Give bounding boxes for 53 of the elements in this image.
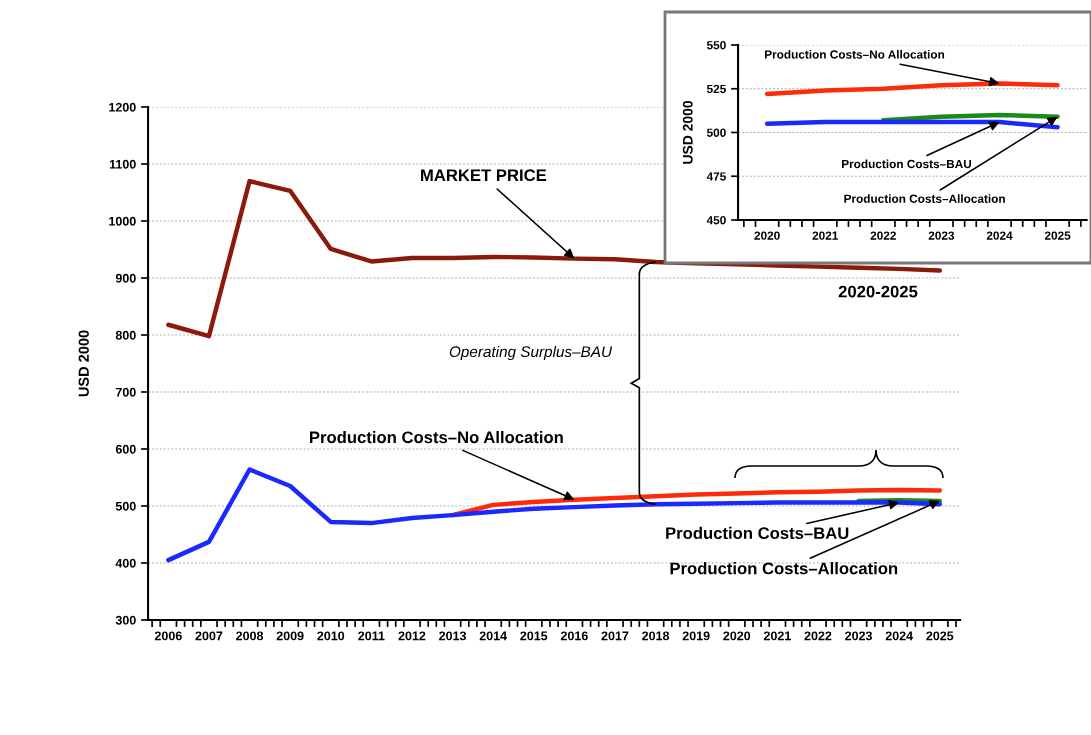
x-tick-label: 2015 [520,631,548,641]
line-series [166,467,942,563]
y-tick-label: 900 [115,273,136,283]
y-tick-label: 1100 [109,159,136,169]
y-tick-label: 300 [115,615,136,625]
annotation: Production Costs–Allocation [670,562,898,575]
y-tick-label: 550 [706,41,726,50]
x-tick-label: 2022 [804,631,832,641]
annotation: 2020-2025 [838,285,918,298]
x-tick-label: 2012 [398,631,426,641]
x-tick-label: 2023 [845,631,873,641]
x-tick-label: 2025 [926,631,954,641]
x-tick-label: 2020 [723,631,751,641]
x-tick-label: 2009 [276,631,304,641]
annotation: Production Costs–BAU [842,159,972,169]
x-tick-label: 2006 [154,631,182,641]
y-tick-label: 475 [706,172,726,181]
y-axis-title: USD 2000 [682,101,693,164]
x-tick-label: 2007 [195,631,223,641]
y-tick-label: 600 [115,444,136,454]
x-tick-label: 2024 [986,231,1013,240]
x-tick-label: 2013 [439,631,467,641]
x-tick-label: 2022 [870,231,896,240]
annotation: Production Costs–BAU [666,526,849,540]
annotation: Production Costs–Allocation [844,194,1005,203]
x-tick-label: 2011 [358,631,385,641]
annotation: Operating Surplus–BAU [449,345,613,361]
x-tick-label: 2008 [236,631,264,641]
y-tick-label: 525 [706,84,726,94]
x-tick-label: 2010 [317,631,345,641]
x-tick-label: 2023 [928,231,955,240]
x-tick-label: 2014 [479,631,507,641]
annotation: Production Costs–No Allocation [310,430,563,444]
x-tick-label: 2024 [885,631,914,641]
x-tick-label: 2017 [601,631,629,641]
y-tick-label: 500 [115,501,136,511]
y-tick-label: 1000 [109,216,136,226]
x-tick-label: 2016 [560,631,588,641]
x-tick-label: 2018 [642,631,670,641]
y-tick-label: 450 [706,216,726,225]
y-tick-label: 400 [115,558,136,568]
y-tick-label: 500 [706,128,726,137]
y-axis-title: USD 2000 [78,330,89,397]
y-tick-label: 1200 [109,102,136,112]
y-tick-label: 800 [115,330,136,340]
x-tick-label: 2019 [682,631,710,641]
annotation: MARKET PRICE [421,169,547,182]
x-tick-label: 2020 [754,231,780,240]
y-tick-label: 700 [115,387,136,397]
x-tick-label: 2025 [1044,231,1071,240]
x-tick-label: 2021 [763,631,791,641]
x-tick-label: 2021 [812,231,839,240]
annotation: Production Costs–No Allocation [765,49,945,59]
